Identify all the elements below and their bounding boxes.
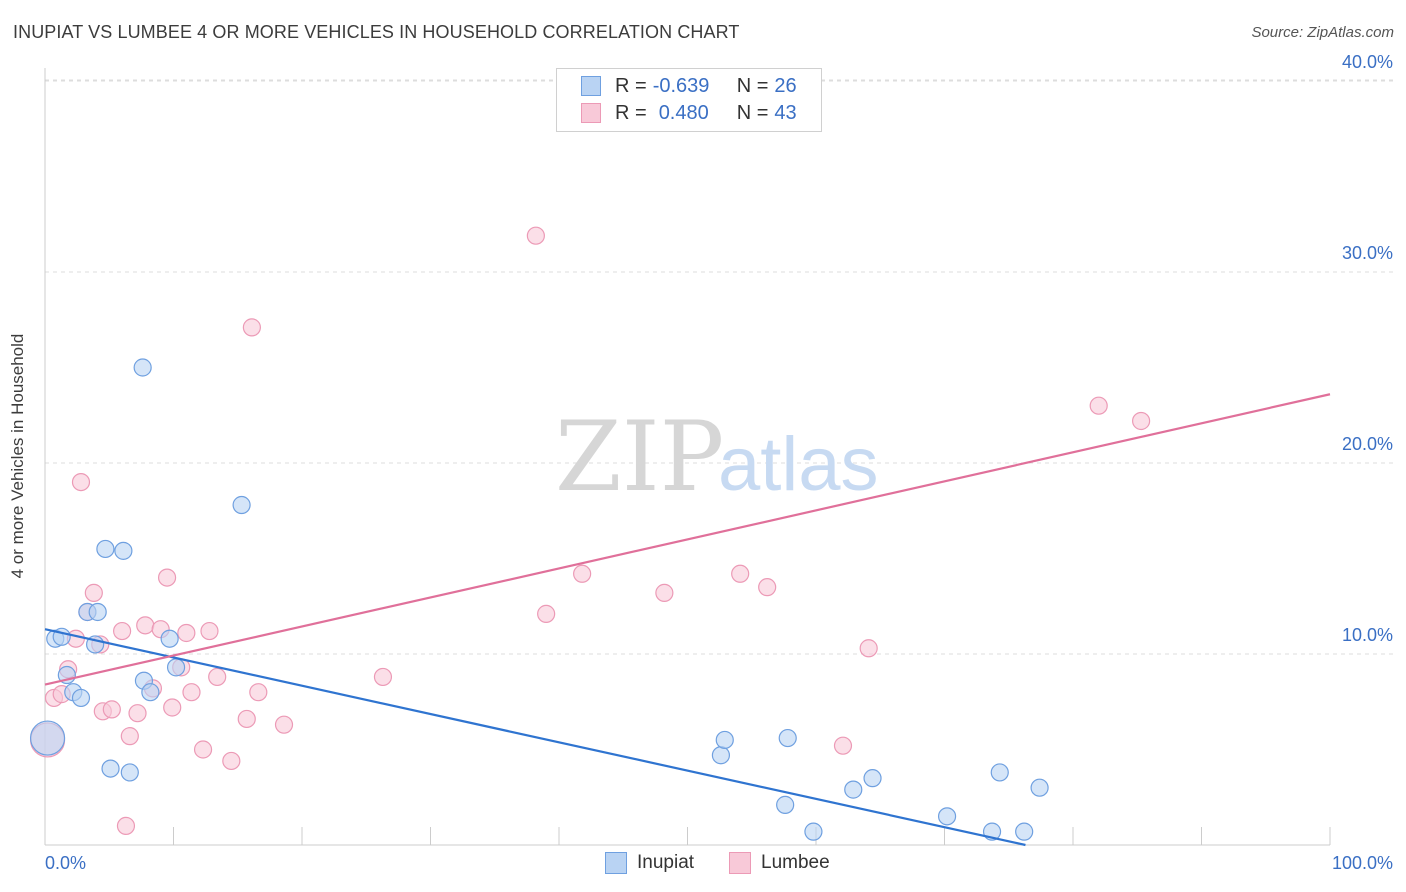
legend-item-inupiat: Inupiat — [605, 852, 694, 874]
legend-r-value: 0.480 — [658, 101, 709, 124]
lumbee-point — [373, 667, 393, 687]
legend-row-inupiat: R = -0.639 N = 26 — [581, 74, 797, 98]
lumbee-point — [833, 736, 853, 755]
lumbee-point — [116, 816, 136, 836]
legend-n-label: N = — [736, 74, 769, 97]
inupiat-point — [937, 807, 957, 826]
lumbee-point — [1132, 411, 1151, 431]
inupiat-trend-line — [44, 628, 1026, 847]
lumbee-point — [859, 639, 878, 658]
inupiat-point — [71, 688, 91, 708]
y-axis-label: 4 or more Vehicles in Household — [8, 333, 27, 579]
inupiat-point — [778, 728, 797, 748]
legend-label-inupiat: Inupiat — [637, 852, 695, 873]
inupiat-swatch — [581, 76, 601, 96]
lumbee-point — [249, 683, 268, 702]
y-tick-label: 20.0% — [1342, 434, 1393, 454]
lumbee-point — [758, 578, 777, 597]
legend-n-label: N = — [736, 101, 769, 124]
y-tick-label: 40.0% — [1342, 52, 1393, 72]
inupiat-point — [29, 720, 66, 756]
inupiat-point — [133, 358, 152, 377]
lumbee-point — [237, 709, 256, 729]
source-label: Source: ZipAtlas.com — [1251, 24, 1394, 41]
legend-n-value: 43 — [774, 101, 797, 124]
inupiat-legend-swatch — [605, 852, 627, 874]
lumbee-point — [182, 683, 201, 702]
inupiat-point — [101, 759, 120, 778]
inupiat-point — [1030, 778, 1049, 797]
watermark-zip: ZIP — [555, 401, 724, 513]
lumbee-point — [731, 564, 750, 583]
lumbee-point — [120, 727, 139, 746]
lumbee-point — [112, 621, 132, 641]
inupiat-point — [96, 539, 115, 559]
lumbee-point — [208, 667, 227, 687]
inupiat-point — [715, 730, 734, 750]
legend-r-value: -0.639 — [652, 74, 710, 97]
inupiat-point — [863, 769, 882, 788]
y-tick-label: 30.0% — [1342, 243, 1393, 263]
points-layer — [29, 110, 1151, 841]
inupiat-point — [141, 683, 160, 702]
inupiat-point — [990, 763, 1009, 782]
inupiat-point — [804, 822, 823, 841]
lumbee-point — [1089, 396, 1108, 415]
grid-layer — [45, 79, 1395, 655]
inupiat-point — [1015, 822, 1034, 841]
trend-layer — [44, 393, 1331, 847]
lumbee-point — [242, 318, 261, 337]
lumbee-point — [177, 623, 196, 643]
inupiat-point — [232, 495, 251, 515]
legend-item-lumbee: Lumbee — [729, 852, 830, 874]
legend-label-lumbee: Lumbee — [761, 852, 830, 873]
lumbee-point — [193, 740, 213, 759]
inupiat-point — [88, 602, 107, 622]
inupiat-point — [776, 795, 795, 814]
stats-legend: R = -0.639 N = 26 R = 0.480 N = 43 — [556, 68, 822, 132]
lumbee-point — [573, 564, 592, 583]
legend-n-value: 26 — [774, 74, 797, 97]
axis-layer — [44, 68, 1331, 846]
watermark-atlas: atlas — [718, 422, 879, 507]
lumbee-point — [537, 604, 556, 623]
lumbee-point — [526, 226, 545, 245]
lumbee-point — [655, 583, 674, 602]
lumbee-point — [157, 568, 177, 587]
lumbee-point — [200, 621, 219, 641]
x-tick-label: 0.0% — [45, 853, 86, 873]
lumbee-point — [102, 700, 121, 719]
lumbee-point — [128, 704, 147, 723]
lumbee-point — [84, 583, 103, 602]
chart-title: INUPIAT VS LUMBEE 4 OR MORE VEHICLES IN … — [13, 22, 740, 42]
lumbee-swatch — [581, 103, 601, 123]
lumbee-point — [71, 473, 91, 492]
lumbee-trend-line — [44, 393, 1331, 686]
y-tick-label: 10.0% — [1342, 625, 1393, 645]
tick-layer: 10.0% 20.0% 30.0% 40.0% 0.0% 100.0% — [45, 52, 1393, 873]
legend-row-lumbee: R = 0.480 N = 43 — [581, 101, 797, 125]
lumbee-point — [163, 698, 182, 717]
inupiat-point — [166, 658, 186, 677]
lumbee-legend-swatch — [729, 852, 751, 874]
lumbee-point — [274, 715, 294, 734]
inupiat-point — [120, 763, 139, 782]
legend-r-label: R = — [615, 101, 647, 124]
inupiat-point — [711, 746, 731, 765]
lumbee-point — [136, 616, 155, 635]
x-tick-label: 100.0% — [1332, 853, 1393, 873]
inupiat-point — [114, 541, 133, 560]
inupiat-point — [160, 629, 179, 648]
lumbee-point — [222, 751, 241, 771]
inupiat-point — [844, 780, 863, 799]
watermark: ZIP atlas — [555, 401, 879, 513]
series-legend: Inupiat Lumbee — [0, 852, 1406, 876]
legend-r-label: R = — [615, 74, 647, 97]
